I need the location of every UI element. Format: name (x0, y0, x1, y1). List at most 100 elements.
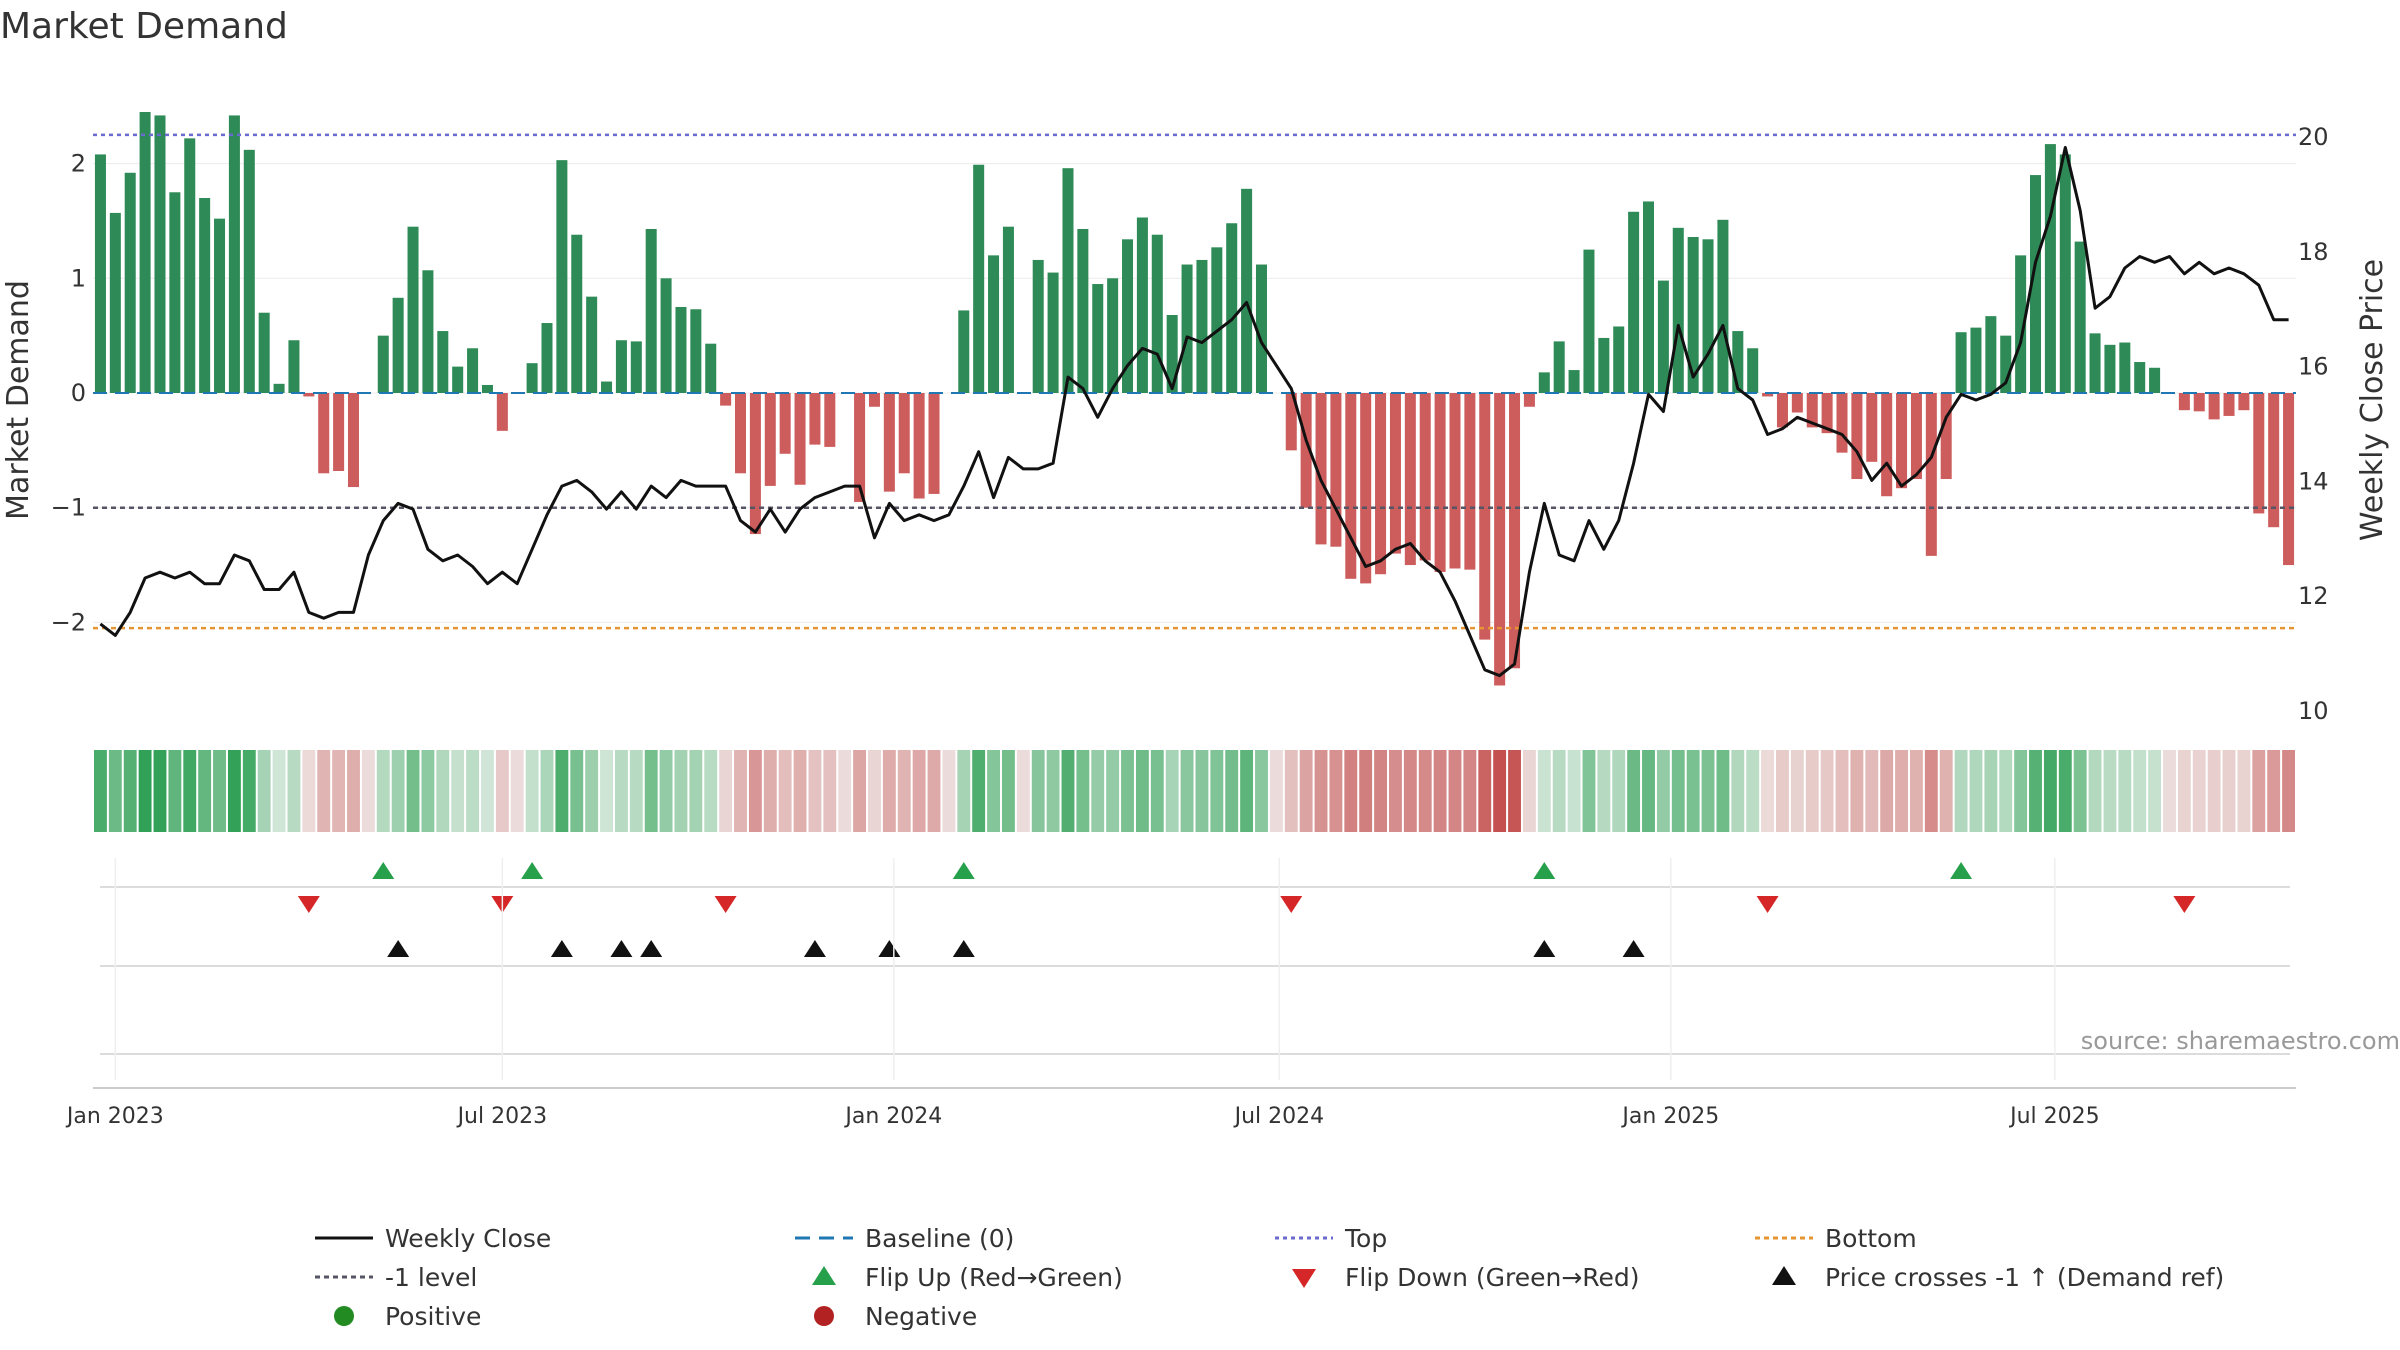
demand-bar (1255, 264, 1267, 393)
demand-bar (2089, 333, 2101, 393)
heat-cell (1954, 750, 1968, 832)
demand-bar (1479, 393, 1491, 640)
left-axis-label: Market Demand (1, 280, 36, 520)
heat-cell (2103, 750, 2117, 832)
demand-bar (1970, 327, 1982, 393)
heat-cell (1865, 750, 1879, 832)
heat-cell (2043, 750, 2057, 832)
demand-bar (199, 198, 211, 393)
demand-bar (124, 172, 136, 393)
heat-cell (1656, 750, 1670, 832)
right-tick-label: 18 (2298, 238, 2329, 266)
reference-lines (93, 133, 2296, 630)
demand-bar (958, 310, 970, 393)
heat-cell (1180, 750, 1194, 832)
demand-bar (645, 228, 657, 393)
heat-cell (123, 750, 137, 832)
x-tick-label: Jul 2023 (456, 1104, 548, 1129)
heat-cell (1909, 750, 1923, 832)
heat-cell (1984, 750, 1998, 832)
demand-bar (1642, 201, 1655, 393)
demand-bar (2104, 344, 2116, 393)
heat-cell (1671, 750, 1685, 832)
demand-bar (139, 111, 151, 394)
heat-cell (1418, 750, 1432, 832)
heat-cell (2073, 750, 2087, 832)
demand-bar (541, 323, 553, 393)
demand-bar (898, 393, 910, 474)
heat-cell (1790, 750, 1804, 832)
demand-bar (2193, 393, 2205, 412)
demand-bar (1062, 168, 1074, 393)
heat-cell (1076, 750, 1090, 832)
demand-bar (1226, 223, 1238, 393)
heat-cell (2267, 750, 2281, 832)
legend-label: -1 level (385, 1263, 477, 1292)
heat-cell (108, 750, 122, 832)
demand-bar (1375, 393, 1387, 575)
legend-item-pricecross: Price crosses -1 ↑ (Demand ref) (1772, 1263, 2224, 1292)
price-cross-marker (387, 940, 410, 957)
legend-label: Weekly Close (385, 1224, 551, 1253)
demand-bar (1241, 188, 1253, 393)
heat-cell (748, 750, 762, 832)
heat-cell (1924, 750, 1938, 832)
demand-bar (1211, 247, 1223, 393)
right-tick-label: 10 (2298, 697, 2329, 725)
heat-cell (1493, 750, 1507, 832)
right-tick-label: 20 (2298, 123, 2329, 151)
demand-bar (273, 383, 285, 393)
heat-cell (2222, 750, 2236, 832)
heat-cell (868, 750, 881, 832)
demand-bar (809, 393, 821, 445)
price-cross-marker (1533, 940, 1556, 957)
demand-bar (1598, 337, 1610, 393)
heat-cell (912, 750, 926, 832)
heat-cell (793, 750, 807, 832)
demand-bar (794, 393, 806, 485)
demand-bar (1360, 393, 1372, 584)
heat-cell (1195, 750, 1209, 832)
heat-cell (808, 750, 822, 832)
heat-cell (644, 750, 658, 832)
demand-bar (1776, 393, 1788, 428)
x-tick-label: Jan 2025 (1620, 1104, 1719, 1129)
heat-cell (1121, 750, 1134, 832)
demand-bar (675, 306, 687, 393)
heat-cell (347, 750, 360, 832)
demand-bar (1732, 331, 1744, 393)
demand-bar (1896, 393, 1908, 489)
heat-cell (972, 750, 986, 832)
right-tick-label: 12 (2298, 582, 2329, 610)
demand-bar (705, 343, 717, 393)
demand-bar (1687, 237, 1699, 393)
demand-bar (1300, 393, 1312, 508)
chart-title: Market Demand (0, 6, 288, 47)
heat-cell (466, 750, 480, 832)
heat-cell (2252, 750, 2266, 832)
demand-bar (1449, 393, 1461, 569)
demand-bar (1196, 259, 1208, 393)
heat-cell (1850, 750, 1864, 832)
heat-cell (853, 750, 867, 832)
demand-bar (318, 393, 330, 474)
heat-cell (198, 750, 212, 832)
demand-bar (630, 341, 642, 393)
legend-item-flipdown: Flip Down (Green→Red) (1292, 1263, 1640, 1292)
demand-bar (407, 226, 419, 393)
demand-bar (2000, 335, 2012, 393)
heat-cell (257, 750, 271, 832)
heat-cell (1552, 750, 1566, 832)
heat-cell (719, 750, 733, 832)
legend-item-bottom: Bottom (1755, 1224, 1917, 1253)
heat-cell (1522, 750, 1536, 832)
heat-cell (302, 750, 316, 832)
flip-up-marker (952, 862, 975, 879)
demand-bar (1791, 393, 1803, 413)
demand-bar (1464, 393, 1476, 570)
heat-cell (1448, 750, 1462, 832)
weekly-close-line (99, 146, 2289, 678)
heat-cell (540, 750, 554, 832)
heat-cell (987, 750, 1000, 832)
